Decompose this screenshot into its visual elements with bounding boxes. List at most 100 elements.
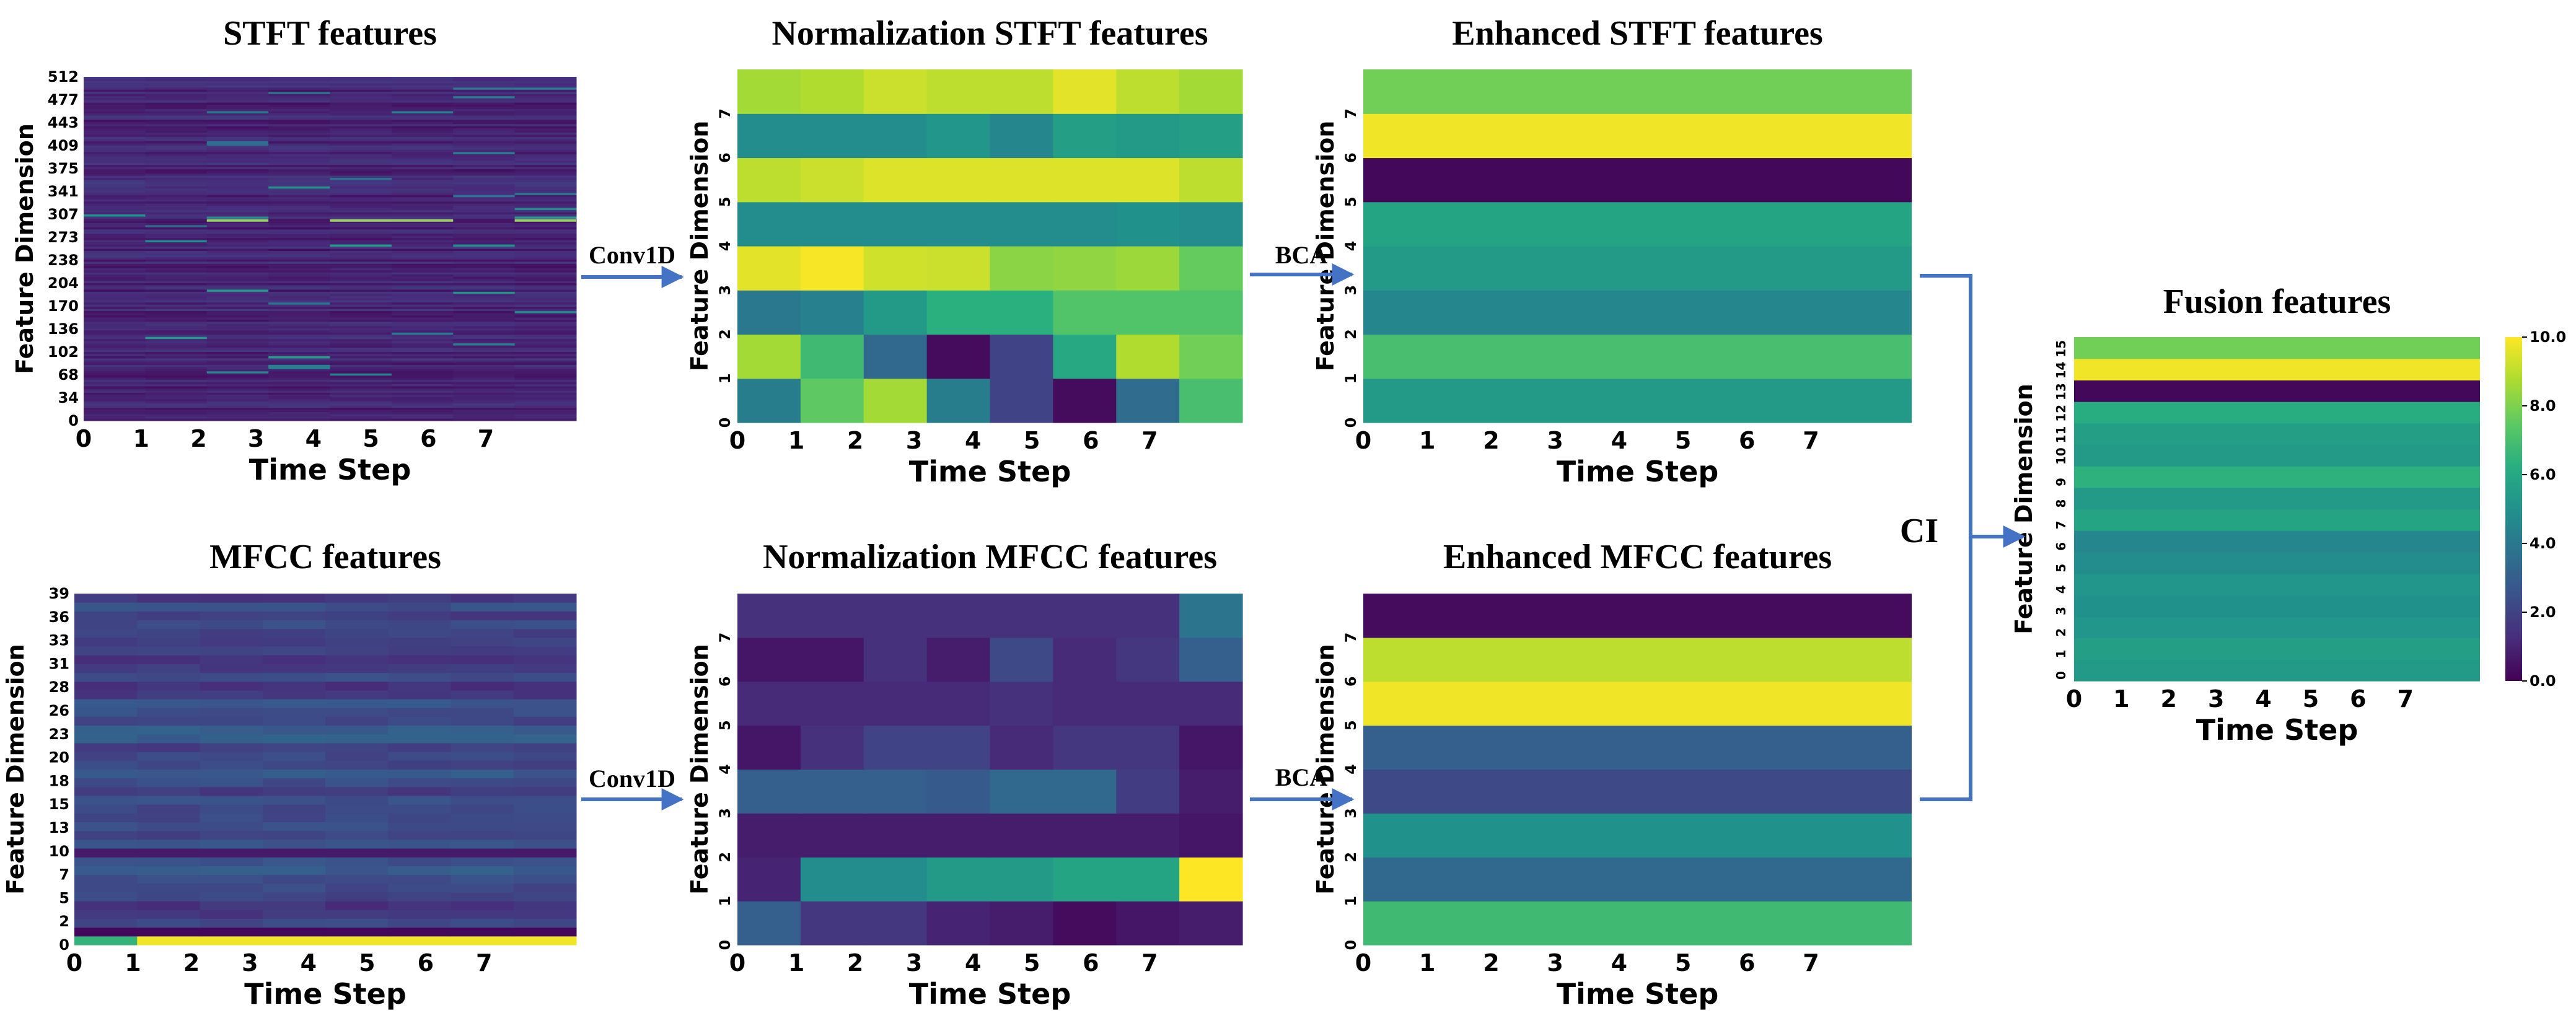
heatmap-cell (206, 279, 269, 282)
heatmap-cell (391, 83, 454, 86)
heatmap-cell (262, 611, 326, 621)
heatmap-cell (137, 742, 200, 752)
heatmap-cell (262, 830, 326, 840)
heatmap-cell (268, 279, 330, 282)
y-tick-label: 5 (1342, 196, 1360, 207)
heatmap-cell (330, 358, 392, 361)
heatmap-cell (514, 352, 577, 354)
heatmap-cell (137, 628, 200, 638)
heatmap-cell (800, 69, 864, 114)
heatmap-cell (268, 134, 330, 138)
heatmap-cell (330, 283, 392, 286)
heatmap-cell (145, 343, 208, 346)
heatmap-cell (206, 375, 269, 379)
heatmap-cell (145, 377, 208, 380)
heatmap-cell (330, 367, 392, 370)
heatmap-cell (453, 298, 516, 301)
heatmap-cell (453, 137, 516, 140)
heatmap-cell (145, 87, 208, 90)
heatmap-cell (145, 117, 208, 120)
heatmap-cell (453, 266, 516, 269)
heatmap-cell (453, 315, 516, 318)
heatmap-cell (84, 160, 146, 164)
heatmap-cell (391, 247, 454, 249)
heatmap-cell (206, 195, 269, 198)
heatmap-cell (451, 918, 514, 928)
heatmap-cell (74, 664, 138, 674)
heatmap-cell (145, 307, 208, 310)
heatmap-cell (84, 240, 146, 243)
heatmap-cell (514, 111, 577, 114)
heatmap-cell (74, 611, 138, 621)
heatmap-cell (514, 83, 577, 86)
heatmap-cell (453, 111, 516, 114)
y-tick-label: 18 (49, 772, 69, 789)
heatmap-cell (1116, 857, 1180, 902)
heatmap-cell (268, 328, 330, 331)
heatmap-cell (453, 182, 516, 185)
heatmap-cell (325, 708, 389, 717)
heatmap-cell (325, 760, 389, 770)
y-tick-label: 1 (716, 896, 734, 907)
heatmap-cell (453, 178, 516, 180)
heatmap-cell (206, 261, 269, 265)
heatmap-cell (206, 349, 269, 353)
heatmap-cell (145, 375, 208, 379)
heatmap-cell (268, 266, 330, 269)
y-tick-label: 2 (1342, 852, 1360, 863)
heatmap-cell (391, 416, 454, 419)
heatmap-cell (84, 343, 146, 346)
heatmap-cell (513, 892, 577, 902)
heatmap-cell (330, 193, 392, 196)
heatmap-cell (330, 212, 392, 215)
x-tick-label: 6 (1739, 427, 1755, 454)
heatmap-cell (391, 279, 454, 282)
heatmap-cell (513, 620, 577, 630)
heatmap-cell (330, 178, 392, 180)
heatmap-cell (391, 300, 454, 303)
heatmap-cell (145, 322, 208, 325)
heatmap-cell (137, 804, 200, 814)
heatmap-cell (330, 274, 392, 278)
heatmap-cell (990, 378, 1053, 423)
heatmap-cell (330, 147, 392, 151)
y-tick-label: 273 (48, 229, 79, 246)
heatmap-cell (206, 367, 269, 370)
heatmap-cell (206, 178, 269, 180)
heatmap-cell (206, 199, 269, 202)
heatmap-cell (206, 354, 269, 357)
heatmap-cell (391, 190, 454, 193)
heatmap-cell (926, 725, 991, 770)
heatmap-cell (325, 804, 389, 814)
heatmap-cell (206, 412, 269, 415)
heatmap-cell (200, 874, 263, 884)
heatmap-cell (514, 348, 577, 351)
heatmap-cell (268, 300, 330, 303)
heatmap-row (1363, 901, 1912, 946)
heatmap-cell (514, 272, 577, 275)
heatmap-cell (391, 225, 454, 228)
heatmap-cell (268, 190, 330, 193)
heatmap-cell (863, 813, 928, 858)
heatmap-cell (84, 94, 146, 97)
heatmap-cell (391, 255, 454, 258)
heatmap-cell (453, 126, 516, 129)
y-tick-label: 13 (49, 819, 69, 836)
heatmap-cell (200, 866, 263, 876)
heatmap-cell (453, 141, 516, 144)
heatmap-cell (74, 883, 138, 893)
heatmap-cell (926, 378, 991, 423)
heatmap-cell (268, 229, 330, 232)
heatmap-cell (453, 358, 516, 361)
heatmap-cell (145, 115, 208, 118)
heatmap-cell (453, 326, 516, 329)
heatmap-cell (453, 261, 516, 265)
heatmap-cell (451, 769, 514, 779)
x-tick-label: 4 (965, 949, 981, 977)
heatmap-cell (330, 240, 392, 243)
heatmap-cell (200, 936, 263, 946)
heatmap-cell (206, 268, 269, 271)
heatmap-cell (137, 901, 200, 910)
